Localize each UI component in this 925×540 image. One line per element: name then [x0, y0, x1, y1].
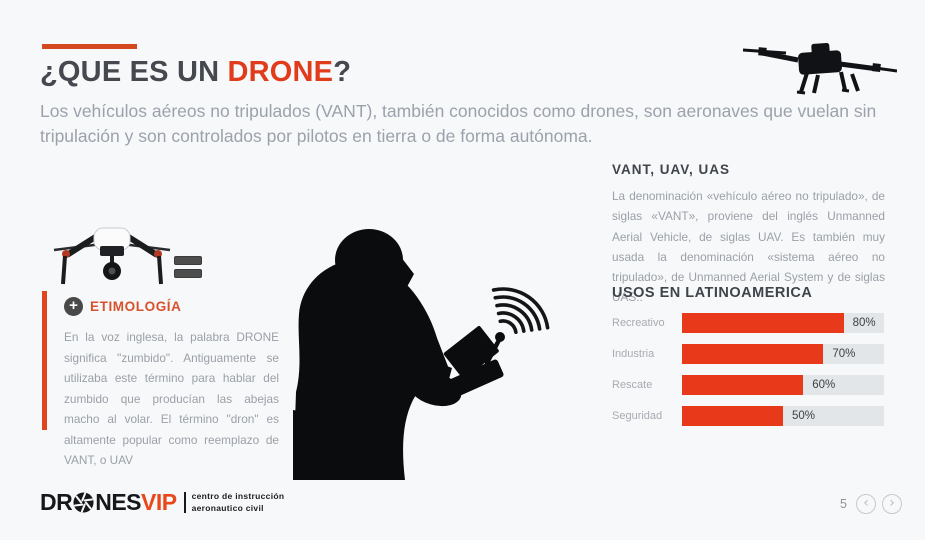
pilot-silhouette-image	[293, 229, 550, 480]
vant-heading: VANT, UAV, UAS	[612, 162, 731, 177]
brand-part2: NES	[95, 489, 142, 515]
page-navigation: 5 ‹ ›	[840, 494, 902, 514]
chart-bar-track: 70%	[682, 344, 884, 364]
tagline-line1: centro de instrucción	[191, 491, 285, 502]
brand-tagline: centro de instrucción aeronautico civil	[192, 491, 285, 513]
usage-chart: Recreativo 80% Industria 70% Rescate 60% Segur…	[612, 313, 884, 437]
chart-row: Industria 70%	[612, 344, 884, 364]
chart-category-label: Rescate	[612, 379, 653, 391]
etimologia-accent-bar	[42, 291, 47, 430]
chart-value-label: 70%	[832, 348, 856, 360]
etimologia-body: En la voz inglesa, la palabra DRONE sign…	[64, 330, 279, 468]
title-prefix: ¿QUE ES UN	[40, 56, 228, 88]
chart-bar	[682, 406, 783, 426]
etimologia-heading: ETIMOLOGÍA	[90, 299, 182, 314]
chart-value-label: 50%	[792, 410, 816, 422]
equals-icon	[174, 256, 202, 282]
aperture-icon	[73, 492, 94, 513]
controller-icon	[442, 326, 504, 400]
chart-bar-track: 60%	[682, 375, 884, 395]
plus-icon: +	[64, 297, 83, 316]
chart-bar-track: 80%	[682, 313, 884, 333]
tagline-line2: aeronautico civil	[191, 502, 264, 513]
prev-button[interactable]: ‹	[856, 494, 876, 514]
drone-silhouette-icon	[742, 43, 897, 95]
brand-accent: VIP	[141, 489, 177, 515]
chart-category-label: Recreativo	[612, 317, 665, 329]
brand-wordmark: DR NES VIP	[40, 489, 177, 516]
chart-bar-track: 50%	[682, 406, 884, 426]
logo-divider	[183, 492, 186, 513]
chart-category-label: Seguridad	[612, 410, 663, 422]
chart-value-label: 60%	[812, 379, 836, 391]
vant-body: La denominación «vehículo aéreo no tripu…	[612, 189, 885, 305]
chart-value-label: 80%	[852, 317, 876, 329]
chart-bar	[682, 344, 824, 364]
chart-row: Recreativo 80%	[612, 313, 884, 333]
chart-row: Rescate 60%	[612, 375, 884, 395]
chart-bar	[682, 313, 844, 333]
chevron-left-icon: ‹	[863, 495, 869, 511]
wifi-signal-icon	[491, 287, 550, 334]
page-number: 5	[840, 497, 847, 511]
next-button[interactable]: ›	[882, 494, 902, 514]
inspire-drone-icon	[53, 227, 171, 285]
chart-title: USOS EN LATINOAMERICA	[612, 285, 813, 301]
subtitle: Los vehículos aéreos no tripulados (VANT…	[40, 101, 877, 147]
page-title: ¿QUE ES UN DRONE?	[40, 56, 351, 89]
chart-category-label: Industria	[612, 348, 655, 360]
brand-logo: DR NES VIP centro de instrucción aeronau…	[40, 489, 284, 516]
chevron-right-icon: ›	[889, 495, 895, 511]
etimologia-header: + ETIMOLOGÍA	[64, 297, 182, 316]
title-suffix: ?	[333, 56, 352, 88]
chart-row: Seguridad 50%	[612, 406, 884, 426]
brand-part1: DR	[40, 489, 73, 515]
chart-bar	[682, 375, 804, 395]
title-highlight: DRONE	[227, 56, 334, 88]
title-accent-line	[42, 44, 137, 49]
